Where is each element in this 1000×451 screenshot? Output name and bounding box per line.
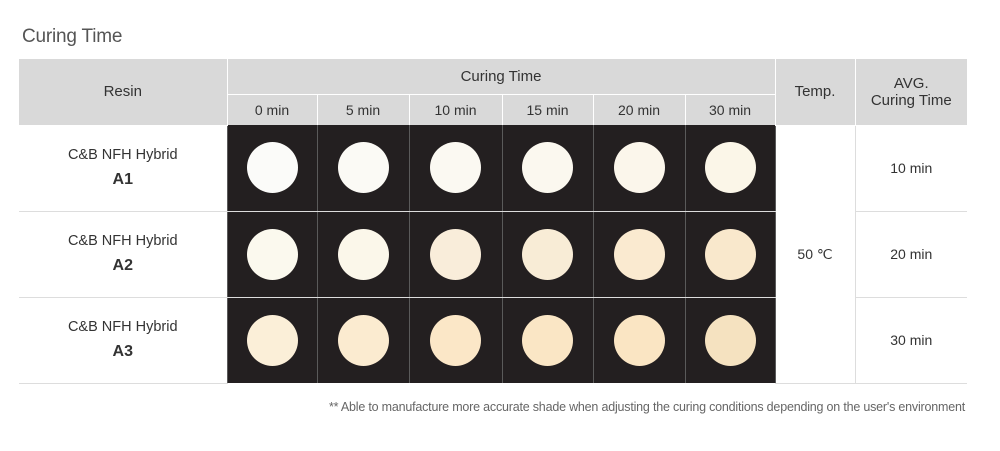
header-resin: Resin [19, 59, 228, 126]
shade-disc [430, 228, 481, 280]
swatch-cell [501, 297, 594, 383]
swatch-cell [226, 211, 318, 298]
header-avg-curing-time: AVG. Curing Time [854, 59, 968, 126]
resin-cell: C&B NFH Hybrid A2 [19, 211, 227, 298]
temperature-value: 50 ℃ [775, 125, 856, 384]
swatch-cell [226, 297, 318, 383]
header-time-0: 0 min [227, 94, 318, 125]
shade-disc [337, 142, 389, 194]
header-time-20: 20 min [592, 94, 686, 125]
swatch-cell [592, 211, 686, 298]
shade-disc [246, 314, 298, 366]
shade-disc [522, 228, 573, 280]
table-row: C&B NFH Hybrid A1 50 ℃ 10 min [19, 125, 968, 384]
avg-curing-time-value: 20 min [855, 211, 968, 298]
shade-disc [613, 142, 665, 194]
shade-disc [246, 142, 298, 194]
header-temp: Temp. [774, 59, 856, 126]
header-avg-line2: Curing Time [870, 91, 952, 109]
swatch-cell [501, 125, 594, 212]
swatch-cell [592, 125, 686, 212]
shade-disc [430, 314, 481, 366]
swatch-cell [408, 125, 503, 212]
shade-disc [246, 228, 298, 280]
header-time-10: 10 min [408, 94, 503, 125]
resin-name: C&B NFH Hybrid [67, 146, 178, 163]
resin-cell: C&B NFH Hybrid A3 [19, 297, 227, 384]
table-row: C&B NFH Hybrid A3 30 min [19, 297, 968, 384]
header-time-15: 15 min [501, 94, 594, 125]
footnote: ** Able to manufacture more accurate sha… [328, 400, 965, 414]
resin-grade: A1 [112, 170, 133, 188]
table-row: C&B NFH Hybrid A2 20 min [19, 211, 968, 298]
header-time-5: 5 min [316, 94, 410, 125]
shade-disc [613, 314, 665, 366]
header-time-30: 30 min [684, 94, 776, 125]
curing-time-table: Resin Curing Time Temp. AVG. Curing Time… [19, 59, 968, 384]
swatch-cell [316, 211, 410, 298]
swatch-cell [408, 211, 503, 298]
swatch-cell [316, 125, 410, 212]
shade-disc [430, 142, 481, 194]
shade-disc [337, 314, 389, 366]
shade-disc [704, 142, 756, 194]
shade-disc [704, 228, 756, 280]
resin-cell: C&B NFH Hybrid A1 [19, 125, 227, 212]
page-title: Curing Time [22, 26, 123, 47]
swatch-cell [684, 297, 776, 383]
resin-grade: A2 [112, 256, 133, 274]
swatch-cell [684, 211, 776, 298]
swatch-cell [408, 297, 503, 383]
swatch-cell [226, 125, 318, 212]
shade-disc [704, 314, 756, 366]
header-avg-line1: AVG. [893, 74, 929, 92]
avg-curing-time-value: 30 min [855, 297, 968, 384]
shade-disc [613, 228, 665, 280]
swatch-cell [684, 125, 776, 212]
swatch-cell [501, 211, 594, 298]
shade-disc [337, 228, 389, 280]
shade-disc [522, 142, 573, 194]
resin-name: C&B NFH Hybrid [67, 318, 178, 335]
header-curing-time: Curing Time [226, 59, 776, 95]
avg-curing-time-value: 10 min [855, 125, 968, 212]
shade-disc [522, 314, 573, 366]
swatch-cell [316, 297, 410, 383]
resin-grade: A3 [112, 342, 133, 360]
swatch-cell [592, 297, 686, 383]
resin-name: C&B NFH Hybrid [67, 232, 178, 249]
